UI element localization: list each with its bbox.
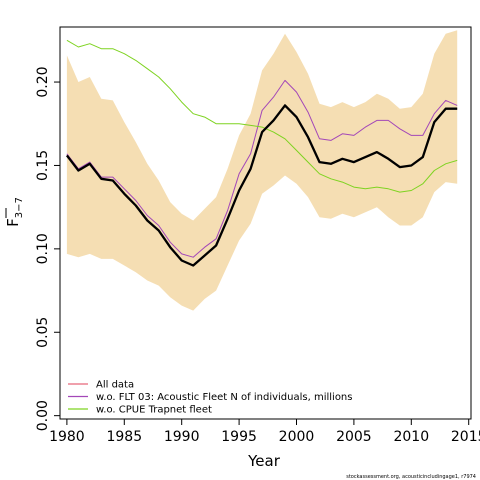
y-axis-title: F3−7 <box>4 197 25 227</box>
x-tick-label: 1980 <box>49 429 85 445</box>
series-line-base <box>65 104 458 267</box>
series-line-2 <box>66 79 458 258</box>
y-tick-label: 0.15 <box>35 150 51 181</box>
y-axis-title-base: F <box>4 218 22 227</box>
svg-text:F3−7: F3−7 <box>4 197 25 227</box>
y-tick-label: 0.05 <box>35 317 51 348</box>
series-line-3 <box>66 39 458 193</box>
x-axis: 1980 1985 1990 1995 2000 2005 2010 2015 <box>49 419 480 445</box>
x-tick-label: 2010 <box>393 429 429 445</box>
confidence-band-layer <box>66 30 458 311</box>
x-tick-label: 2000 <box>279 429 315 445</box>
x-tick-label: 1985 <box>106 429 142 445</box>
x-tick-label: 2005 <box>336 429 372 445</box>
y-tick-label: 0.00 <box>35 400 51 431</box>
legend-entry: w.o. FLT 03: Acoustic Fleet N of individ… <box>96 392 352 403</box>
y-tick-label: 0.10 <box>35 233 51 264</box>
legend-entry: w.o. CPUE Trapnet fleet <box>96 405 212 416</box>
plot-frame <box>59 26 472 420</box>
y-axis: 0.00 0.05 0.10 0.15 0.20 <box>35 66 60 431</box>
y-axis-title-sub: 3−7 <box>14 197 25 218</box>
x-tick-label: 2015 <box>451 429 480 445</box>
x-tick-label: 1995 <box>221 429 257 445</box>
legend-entry: All data <box>96 380 134 391</box>
footer-credit: stockassessment.org, acousticincludingag… <box>346 474 476 480</box>
x-axis-title: Year <box>247 452 281 470</box>
x-tick-label: 1990 <box>164 429 200 445</box>
confidence-band <box>66 30 458 311</box>
series-layer <box>65 39 458 267</box>
y-tick-label: 0.20 <box>35 66 51 97</box>
